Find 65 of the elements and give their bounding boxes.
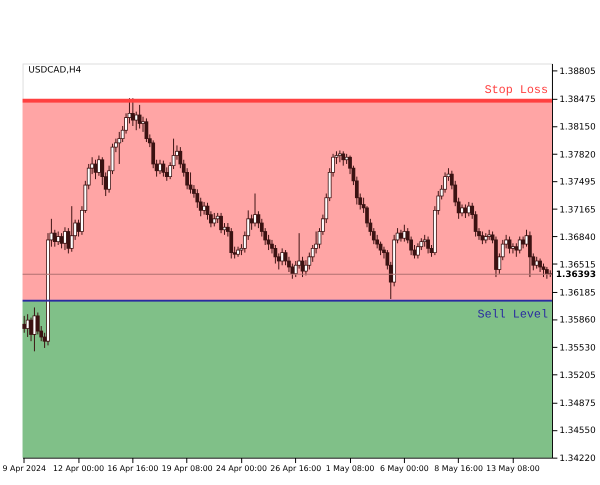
candlestick [32,306,36,352]
candlestick [338,150,342,163]
y-tick-label: 1.37495 [559,178,596,188]
candlestick [162,160,166,178]
y-tick-label: 1.37820 [559,150,596,160]
candlestick [511,242,515,254]
x-tick-label: 9 Apr 2024 [2,464,46,473]
y-tick-label: 1.36185 [559,288,596,298]
candlestick [399,229,403,242]
candlestick [29,317,33,342]
y-tick-label: 1.36840 [559,232,596,243]
candlestick [236,246,240,258]
ref-line-label: Stop Loss [484,82,548,97]
candlestick [60,232,64,249]
candlestick [219,212,223,234]
candlestick [94,159,98,180]
x-tick-label: 19 Apr 08:00 [162,464,213,473]
x-tick-label: 13 May 08:00 [486,464,540,473]
y-tick-label: 1.34220 [559,454,596,464]
ref-line-label: 1.36393 [556,270,596,280]
candlestick [253,193,257,227]
x-tick-label: 16 Apr 16:00 [107,464,158,473]
candlestick [426,236,430,254]
y-tick-label: 1.34550 [559,426,596,436]
x-tick-label: 1 May 08:00 [326,464,374,473]
candlestick [480,230,484,245]
y-tick-label: 1.35205 [559,370,596,381]
candlestick [402,224,406,242]
ref-line-label: Sell Level [478,307,548,322]
y-tick-label: 1.36515 [559,260,596,270]
x-tick-label: 6 May 00:00 [380,464,429,473]
candlestick [188,172,192,194]
x-tick-label: 8 May 16:00 [434,464,484,473]
y-tick-label: 1.35530 [559,344,596,354]
candlestick [518,236,522,254]
y-tick-label: 1.35860 [559,316,596,326]
candlestick [97,155,101,176]
x-tick-label: 26 Apr 16:00 [270,464,322,473]
candlestick [138,104,142,130]
y-tick-label: 1.34875 [559,398,596,409]
candlestick [70,206,74,252]
candlestick [341,150,346,166]
candlestick [464,204,468,218]
candlestick [212,212,216,227]
candlestick [514,242,518,258]
candlestick [144,118,148,143]
candlestick [484,232,488,244]
candlestick [158,159,162,175]
candlestick [22,315,26,334]
candlestick [466,201,471,217]
x-tick-label: 12 Apr 00:00 [53,464,104,473]
candlestick [528,230,532,278]
y-tick-label: 1.38150 [559,122,596,132]
chart-title: USDCAD,H4 [28,65,82,76]
candlestick [508,236,512,254]
x-tick-label: 24 Apr 00:00 [216,464,267,473]
y-tick-label: 1.37165 [559,206,596,216]
y-tick-label: 1.38475 [559,94,596,105]
candlestick [545,266,549,280]
candlestick [63,226,67,251]
candlestick [460,204,464,217]
candlestick [130,98,135,126]
candlestick [202,201,206,216]
candlestick [134,111,138,131]
y-tick-label: 1.38805 [559,67,596,78]
